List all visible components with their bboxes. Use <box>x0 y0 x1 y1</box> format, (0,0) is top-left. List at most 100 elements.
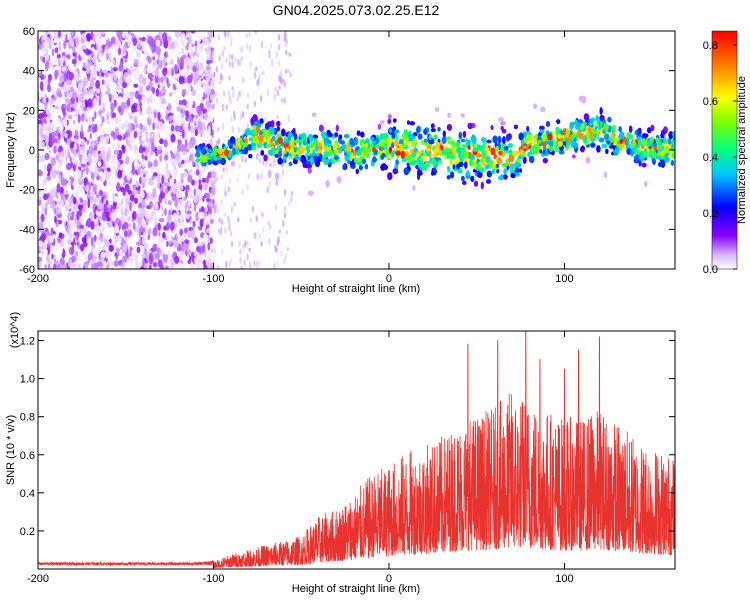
spectrogram-cell <box>141 219 147 229</box>
spectrogram-cell <box>182 32 185 38</box>
spectrogram-cell <box>228 219 231 228</box>
spectrogram-cell <box>53 258 57 263</box>
spectrogram-cell <box>136 104 141 113</box>
spectrogram-cell <box>44 125 48 132</box>
spectrogram-cell <box>221 122 225 131</box>
spectrogram-cell <box>62 86 67 93</box>
spectrogram-cell <box>52 168 57 179</box>
spectrogram-cell <box>191 88 197 97</box>
spectrogram-cell <box>68 226 73 234</box>
spectrogram-cell <box>121 144 125 151</box>
spectrogram-cell <box>179 186 184 191</box>
spectrogram-cell <box>91 172 95 180</box>
spectrogram-cell <box>139 237 142 244</box>
spectrogram-cell <box>208 72 213 79</box>
spectrogram-cell <box>68 71 74 81</box>
spectrogram-cell <box>205 136 210 145</box>
spectrogram-cell <box>191 230 196 240</box>
spectrogram-cell <box>282 220 285 228</box>
spectrogram-cell <box>148 217 152 222</box>
spectrogram-cell <box>117 96 123 101</box>
spectrogram-cell <box>268 53 271 59</box>
spectrogram-cell <box>127 139 130 147</box>
spectrogram-cell <box>76 159 81 167</box>
spectrogram-cell <box>191 187 194 197</box>
spectrogram-cell <box>95 79 101 89</box>
spectrogram-cell <box>253 100 257 108</box>
spectrogram-cell <box>173 40 178 48</box>
spectrogram-cell <box>70 31 75 36</box>
spectrogram-cell <box>74 51 78 60</box>
spectrogram-cell <box>258 151 261 157</box>
spectrogram-cell <box>79 224 84 229</box>
spectrogram-cell <box>101 31 105 36</box>
spectrogram-cell <box>147 160 151 169</box>
spectrogram-cell <box>240 56 244 61</box>
spectrogram-cell <box>160 86 166 94</box>
spectrogram-cell <box>80 155 87 165</box>
spectrogram-cell <box>49 234 54 244</box>
spectrogram-cell <box>82 81 88 87</box>
spectrogram-cell <box>62 118 68 128</box>
spectrogram-cell <box>101 195 104 204</box>
spectrogram-cell <box>131 137 135 142</box>
spectrogram-cell <box>280 250 283 257</box>
spectrogram-cell <box>239 59 242 67</box>
spectrogram-cell <box>166 240 169 248</box>
spectrogram-cell <box>72 119 76 125</box>
spectrogram-cell <box>110 177 114 186</box>
spectrogram-cell <box>136 246 141 254</box>
spectrogram-cell <box>268 238 271 245</box>
spectrogram-cell <box>223 212 226 218</box>
spectrogram-cell <box>283 82 286 88</box>
spectrogram-cell <box>202 58 206 68</box>
spectrogram-cell <box>87 128 92 133</box>
spectrogram-cell <box>210 180 216 188</box>
spectrogram-cell <box>72 92 78 99</box>
spectrogram-cell <box>152 187 157 195</box>
spectrogram-cell <box>223 185 227 192</box>
spectrogram-cell <box>165 222 170 231</box>
spectrogram-cell <box>46 192 51 198</box>
spectrogram-cell <box>38 140 42 149</box>
spectrogram-cell <box>170 133 176 143</box>
spectrogram-cell <box>65 80 71 85</box>
spectrogram-cell <box>269 162 272 168</box>
spectrogram-cell <box>135 225 140 233</box>
spectrogram-cell <box>216 208 220 214</box>
spectrogram-cell <box>138 94 142 101</box>
spectrogram-cell <box>62 210 67 217</box>
spectrogram-cell <box>159 165 165 175</box>
spectrogram-cell <box>271 58 274 67</box>
spectrogram-cell <box>105 211 110 218</box>
spectrogram-cell <box>223 46 226 51</box>
spectrogram-cell <box>170 124 175 132</box>
spectrogram-cell <box>110 204 113 213</box>
spectrogram-cell <box>206 59 211 65</box>
spectrogram-cell <box>86 139 90 145</box>
spectrogram-cell <box>126 77 129 83</box>
spectrogram-cell <box>79 107 83 115</box>
spectrogram-cell <box>233 202 236 207</box>
spectrogram-cell <box>182 243 188 252</box>
spectrogram-cell <box>165 113 169 121</box>
spectrogram-cell <box>185 44 189 51</box>
spectrogram-cell <box>111 156 117 166</box>
spectrogram-cell <box>128 111 134 121</box>
spectrogram-cell <box>266 89 269 97</box>
spectrogram-cell <box>101 245 106 252</box>
spectrogram-cell <box>283 206 286 213</box>
spectrogram-cell <box>86 230 92 239</box>
spectrogram-cell <box>485 179 492 184</box>
spectrogram-cell <box>162 123 166 131</box>
spectrogram-cell <box>38 119 43 124</box>
spectrogram-cell <box>103 94 107 104</box>
spectrogram-cell <box>153 99 156 109</box>
spectrogram-cell <box>76 198 81 204</box>
spectrogram-cell <box>256 174 260 181</box>
spectrogram-cell <box>168 115 173 122</box>
spectrogram-cell <box>71 110 76 118</box>
spectrogram-cell <box>141 235 146 246</box>
spectrogram-cell <box>53 263 57 269</box>
spectrogram-cell <box>86 237 90 244</box>
